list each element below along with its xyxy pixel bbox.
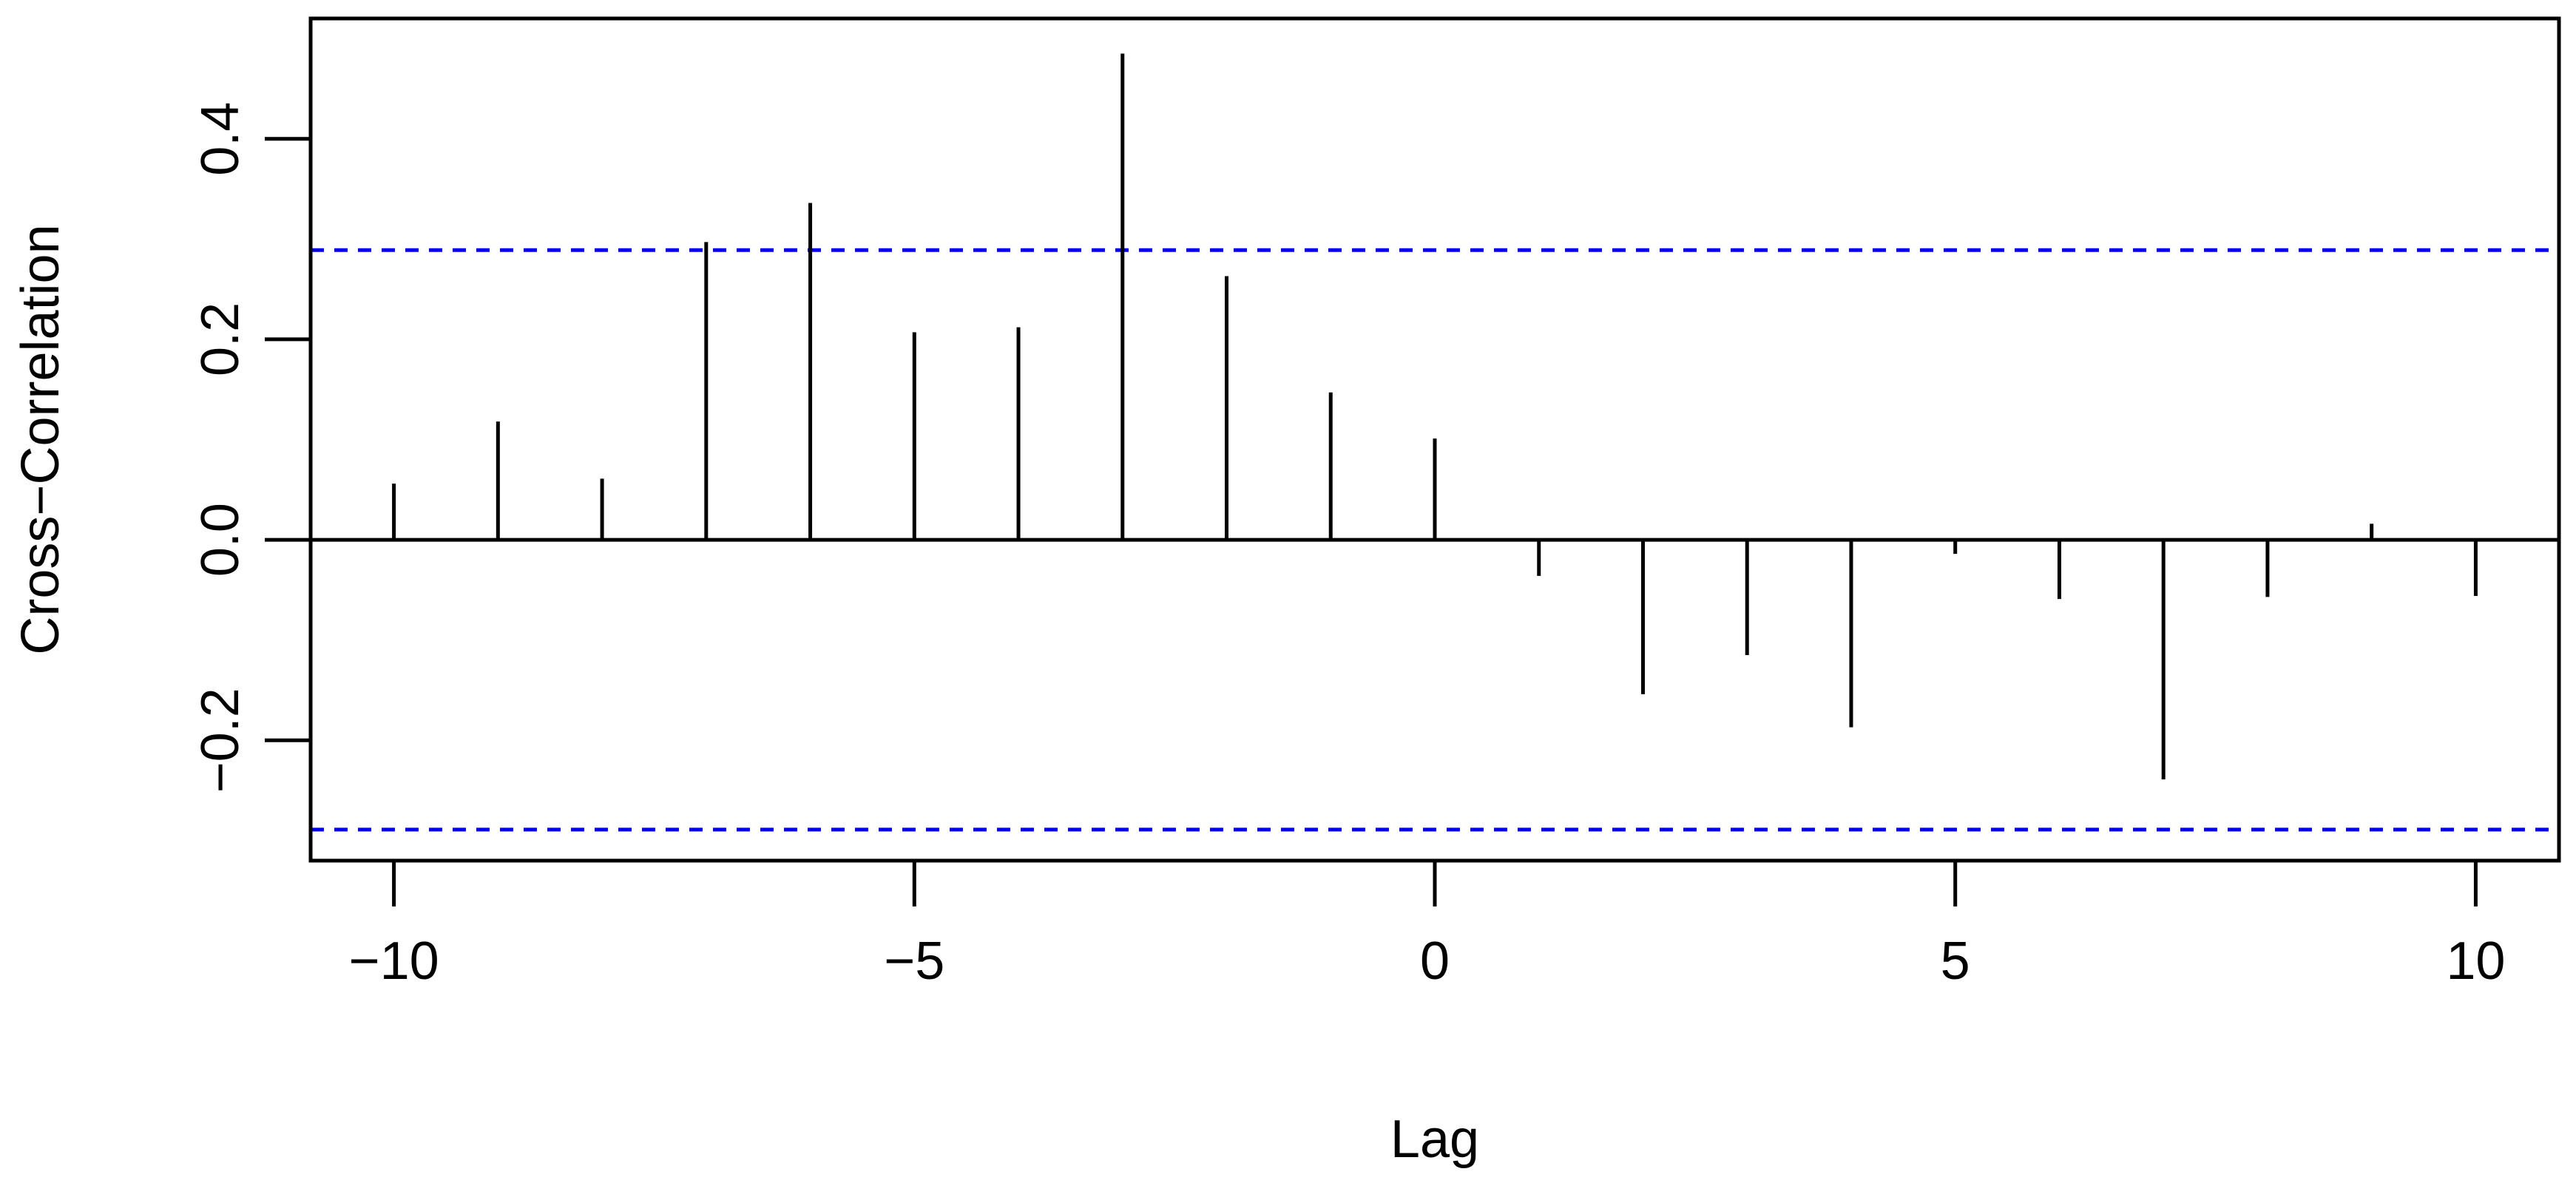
y-axis: −0.2 0.0 0.2 0.4: [191, 102, 311, 793]
y-tick-label: 0.4: [191, 102, 250, 176]
x-tick-label: −10: [349, 932, 439, 991]
plot-area: [311, 53, 2559, 832]
y-tick-label: 0.0: [191, 503, 250, 577]
y-tick-label: 0.2: [191, 302, 250, 376]
y-tick-label: −0.2: [191, 688, 250, 793]
x-tick-label: 5: [1941, 932, 1970, 991]
x-axis-title: Lag: [1390, 1110, 1479, 1169]
x-tick-label: 0: [1420, 932, 1450, 991]
x-tick-label: 10: [2446, 932, 2505, 991]
x-tick-label: −5: [884, 932, 944, 991]
y-axis-title: Cross−Correlation: [11, 224, 70, 654]
x-axis: −10 −5 0 5 10: [349, 861, 2505, 991]
